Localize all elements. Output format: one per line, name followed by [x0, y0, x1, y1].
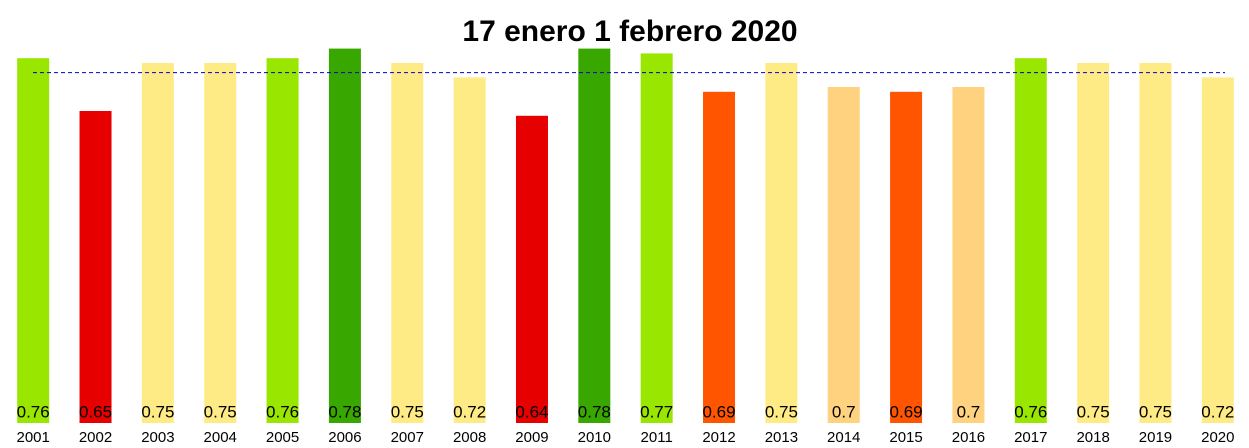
- value-label: 0.65: [79, 402, 112, 421]
- x-tick-label: 2011: [641, 429, 673, 446]
- bar: [453, 77, 486, 424]
- value-label: 0.72: [453, 402, 486, 421]
- value-label: 0.7: [832, 402, 856, 421]
- x-tick-label: 2012: [702, 429, 735, 446]
- x-tick-label: 2005: [266, 429, 299, 446]
- x-tick-label: 2003: [141, 429, 174, 446]
- x-tick-label: 2002: [79, 429, 112, 446]
- bar: [204, 63, 237, 423]
- x-tick-label: 2006: [328, 429, 361, 446]
- bar: [827, 87, 860, 423]
- bar: [640, 53, 673, 424]
- value-label: 0.7: [957, 402, 981, 421]
- value-label: 0.69: [702, 402, 735, 421]
- value-label: 0.72: [1201, 402, 1234, 421]
- x-tick-label: 2017: [1014, 429, 1047, 446]
- bar: [1201, 77, 1234, 424]
- x-tick-label: 2007: [391, 429, 424, 446]
- value-label: 0.75: [391, 402, 424, 421]
- x-tick-label: 2014: [827, 429, 860, 446]
- bar: [1014, 58, 1047, 423]
- x-tick-label: 2013: [765, 429, 798, 446]
- value-label: 0.78: [578, 402, 611, 421]
- x-tick-label: 2008: [453, 429, 486, 446]
- bar: [515, 115, 548, 424]
- bar: [79, 111, 112, 423]
- bar: [578, 48, 611, 423]
- value-label: 0.76: [17, 402, 50, 421]
- value-label: 0.64: [515, 402, 548, 421]
- x-tick-label: 2020: [1201, 429, 1234, 446]
- x-tick-label: 2019: [1139, 429, 1172, 446]
- bar: [765, 63, 798, 423]
- x-tick-label: 2016: [952, 429, 985, 446]
- value-label: 0.75: [204, 402, 237, 421]
- bar: [1139, 63, 1172, 423]
- bar: [1077, 63, 1110, 423]
- value-label: 0.75: [765, 402, 798, 421]
- x-tick-label: 2015: [889, 429, 922, 446]
- bar: [266, 58, 299, 423]
- value-label: 0.78: [328, 402, 361, 421]
- value-label: 0.75: [1077, 402, 1110, 421]
- x-tick-label: 2004: [204, 429, 237, 446]
- x-tick-label: 2009: [515, 429, 548, 446]
- bar: [890, 91, 923, 424]
- bar: [703, 91, 736, 424]
- x-tick-label: 2010: [578, 429, 611, 446]
- value-label: 0.75: [1139, 402, 1172, 421]
- value-label: 0.76: [266, 402, 299, 421]
- bar: [328, 48, 361, 423]
- bar: [17, 58, 50, 423]
- bar: [391, 63, 424, 423]
- chart-title: 17 enero 1 febrero 2020: [462, 15, 797, 48]
- bar: [952, 87, 985, 423]
- x-tick-label: 2001: [16, 429, 49, 446]
- value-label: 0.76: [1014, 402, 1047, 421]
- x-tick-label: 2018: [1076, 429, 1109, 446]
- value-label: 0.77: [640, 402, 673, 421]
- value-label: 0.75: [141, 402, 174, 421]
- value-label: 0.69: [890, 402, 923, 421]
- bar: [141, 63, 174, 423]
